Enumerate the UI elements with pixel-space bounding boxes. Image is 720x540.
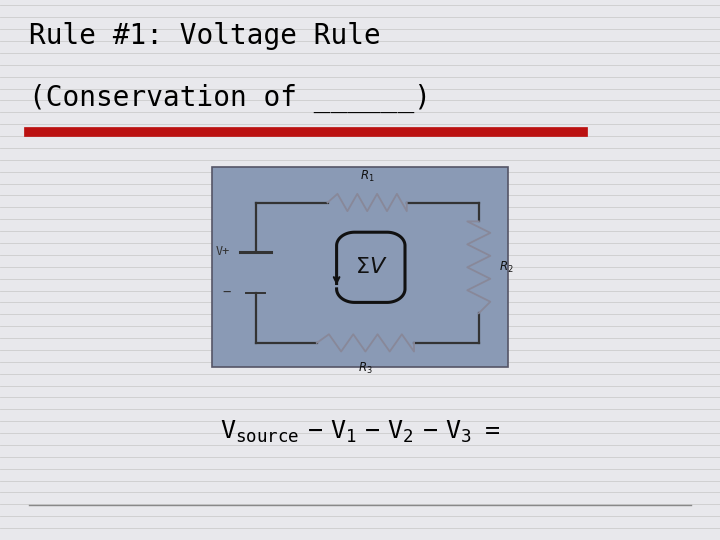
Text: $R_1$: $R_1$ xyxy=(360,169,374,184)
Text: Rule #1: Voltage Rule: Rule #1: Voltage Rule xyxy=(29,22,381,50)
Text: $\Sigma V$: $\Sigma V$ xyxy=(354,257,387,278)
Bar xyxy=(212,167,508,367)
Text: −: − xyxy=(222,285,230,299)
Text: $R_2$: $R_2$ xyxy=(499,260,513,275)
Text: (Conservation of ______): (Conservation of ______) xyxy=(29,84,431,113)
Text: $R_3$: $R_3$ xyxy=(358,361,373,376)
Text: $\mathtt{V_{source}}$ $\mathtt{-}$ $\mathtt{V_1}$ $\mathtt{-}$ $\mathtt{V_2}$ $\: $\mathtt{V_{source}}$ $\mathtt{-}$ $\mat… xyxy=(220,419,500,445)
Text: V+: V+ xyxy=(216,245,230,258)
